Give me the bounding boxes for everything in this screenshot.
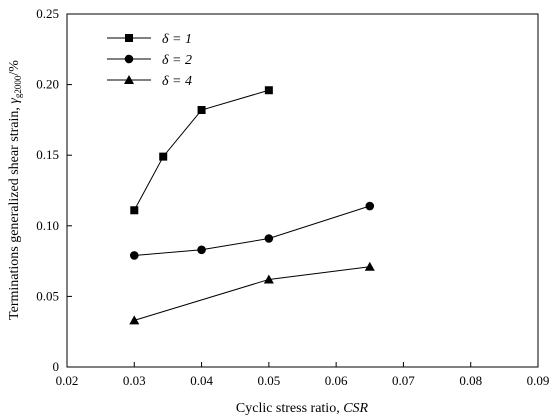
series-2-point xyxy=(129,251,139,260)
legend-marker xyxy=(125,34,133,42)
y-tick-label: 0.25 xyxy=(36,6,59,21)
series-1-line xyxy=(133,89,269,211)
series-3-point xyxy=(263,274,274,284)
legend-marker xyxy=(124,54,134,64)
series-2-line xyxy=(134,205,370,256)
legend-marker xyxy=(124,75,134,84)
series-2 xyxy=(129,201,375,260)
y-axis-title: Terminations generalized shear strain, γ… xyxy=(7,60,23,320)
x-tick-label: 0.03 xyxy=(123,373,146,388)
series-3 xyxy=(129,261,375,325)
plot-frame xyxy=(66,13,539,368)
legend-item-1: δ = 1 xyxy=(107,32,192,47)
series-1-point xyxy=(264,86,273,95)
series-1-point xyxy=(197,106,206,115)
series-3-line xyxy=(134,266,370,321)
series-2-point xyxy=(365,201,375,211)
series-2-point xyxy=(197,245,206,255)
legend: δ = 1 δ = 2 δ = 4 xyxy=(107,32,192,89)
x-tick-label: 0.02 xyxy=(56,373,79,388)
y-tick-label: 0.15 xyxy=(36,147,59,162)
y-tick-label: 0.10 xyxy=(36,218,59,233)
x-tick-label: 0.05 xyxy=(257,373,280,388)
y-tick-label: 0.05 xyxy=(36,288,59,303)
x-axis-ticks: 0.02 0.03 0.04 0.05 0.06 0.07 0.08 0.09 xyxy=(56,362,550,388)
x-axis-title: Cyclic stress ratio, CSR xyxy=(236,401,369,416)
series-1-point xyxy=(159,152,168,161)
legend-label: δ = 4 xyxy=(162,74,192,89)
x-tick-label: 0.04 xyxy=(190,373,213,388)
series-3-point xyxy=(364,261,375,271)
legend-label: δ = 1 xyxy=(162,32,192,47)
legend-label: δ = 2 xyxy=(162,53,192,68)
x-tick-label: 0.07 xyxy=(392,373,415,388)
legend-item-3: δ = 4 xyxy=(107,74,192,89)
series-3-point xyxy=(129,315,140,325)
legend-item-2: δ = 2 xyxy=(107,53,192,68)
series-1-point xyxy=(130,206,139,215)
y-tick-label: 0.20 xyxy=(36,77,59,92)
y-tick-label: 0 xyxy=(53,359,60,374)
series-layer xyxy=(129,86,375,325)
series-1 xyxy=(130,86,273,215)
x-tick-label: 0.09 xyxy=(527,373,550,388)
x-tick-label: 0.06 xyxy=(325,373,348,388)
x-tick-label: 0.08 xyxy=(459,373,482,388)
series-2-point xyxy=(264,234,274,243)
y-axis-ticks: 0 0.05 0.10 0.15 0.20 0.25 xyxy=(36,6,72,374)
